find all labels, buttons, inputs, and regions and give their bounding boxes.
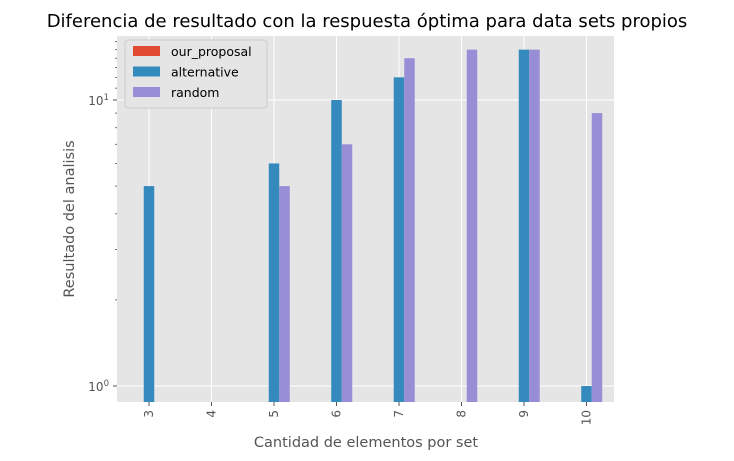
bar-alternative-7: [393, 77, 405, 403]
bar-alternative-10: [581, 386, 592, 402]
y-tick-label: 100: [88, 379, 109, 394]
legend-label-random: random: [171, 85, 219, 100]
bar-random-10: [591, 113, 603, 402]
x-tick-label: 7: [392, 410, 406, 418]
bar-random-9: [529, 49, 540, 402]
legend-swatch-our_proposal: [133, 46, 160, 56]
bar-alternative-9: [518, 49, 530, 402]
x-axis-label: Cantidad de elementos por set: [254, 435, 478, 451]
x-tick-label: 6: [330, 410, 344, 418]
x-tick-label: 10: [580, 410, 594, 425]
y-axis-label: Resultado del analisis: [62, 140, 78, 297]
bar-random-6: [341, 144, 353, 403]
bars: [143, 49, 603, 403]
bar-random-7: [404, 58, 415, 402]
legend-box: [124, 39, 268, 109]
y-tick-label: 101: [88, 93, 109, 108]
bar-random-5: [279, 186, 290, 402]
legend-label-alternative: alternative: [171, 65, 239, 80]
bar-alternative-3: [143, 186, 155, 402]
x-tick-labels: 3 4 5 6 7 8 9 10: [142, 402, 594, 425]
x-tick-label: 8: [455, 410, 469, 418]
chart-title: Diferencia de resultado con la respuesta…: [47, 11, 688, 32]
legend-swatch-random: [133, 87, 160, 97]
legend-label-our_proposal: our_proposal: [171, 44, 252, 59]
x-tick-label: 4: [205, 410, 219, 418]
x-tick-label: 9: [517, 410, 531, 418]
x-tick-label: 5: [267, 410, 281, 418]
legend-swatch-alternative: [133, 66, 160, 77]
legend: our_proposal alternative random: [124, 39, 268, 109]
bar-alternative-5: [268, 163, 280, 402]
bar-alternative-6: [331, 100, 342, 402]
bar-random-8: [466, 49, 478, 402]
y-tick-labels: 100 101: [88, 41, 117, 394]
x-tick-label: 3: [142, 410, 156, 418]
